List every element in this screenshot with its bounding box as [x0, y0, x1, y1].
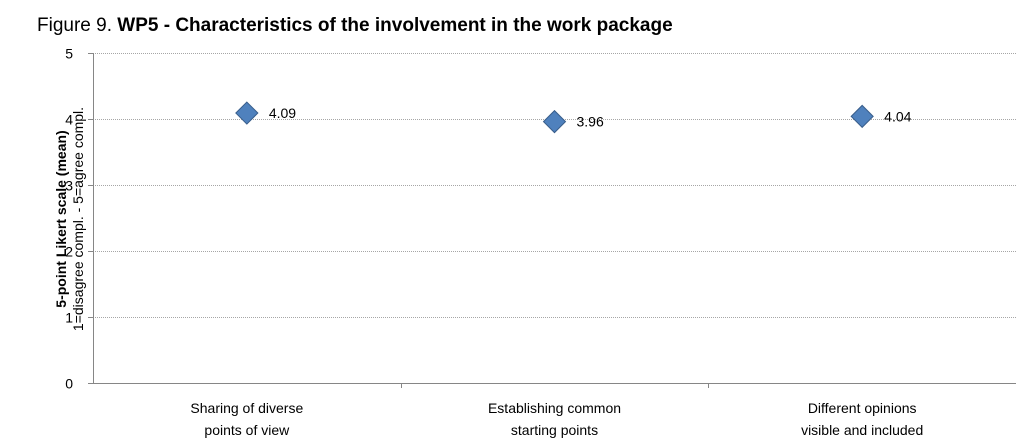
y-tick-label: 2 [65, 244, 73, 260]
gridlines [93, 53, 1016, 318]
y-tick-label: 5 [65, 46, 73, 62]
axes [93, 53, 1016, 384]
y-tick-labels: 0 1 2 3 4 5 [65, 46, 709, 392]
category-label: Sharing of diverse points of view [190, 400, 303, 438]
data-labels: 4.09 3.96 4.04 [269, 105, 912, 130]
y-tick-label: 3 [65, 178, 73, 194]
data-point-marker [850, 104, 874, 129]
data-label: 4.09 [269, 105, 296, 121]
chart-title-main: WP5 - Characteristics of the involvement… [117, 15, 673, 36]
data-label: 4.04 [884, 108, 911, 124]
chart-title-prefix: Figure 9. [37, 15, 118, 36]
data-point-marker [235, 101, 259, 125]
y-axis-title-line1: 5-point Likert scale (mean) [53, 130, 69, 307]
y-axis-title-line2: 1=disagree compl. - 5=agree compl. [70, 107, 86, 331]
data-label: 3.96 [577, 114, 604, 130]
category-label: Different opinions visible and included [801, 400, 923, 438]
data-markers [235, 101, 874, 134]
y-tick-label: 1 [65, 310, 73, 326]
y-axis-title: 5-point Likert scale (mean) 1=disagree c… [53, 107, 86, 331]
chart-title: Figure 9. WP5 - Characteristics of the i… [37, 14, 673, 38]
y-tick-label: 4 [65, 112, 73, 128]
category-labels: Sharing of diverse points of view Establis… [190, 400, 923, 438]
y-tick-label: 0 [65, 376, 73, 392]
data-point-marker [542, 109, 567, 134]
category-label: Establishing common starting points [488, 400, 621, 438]
